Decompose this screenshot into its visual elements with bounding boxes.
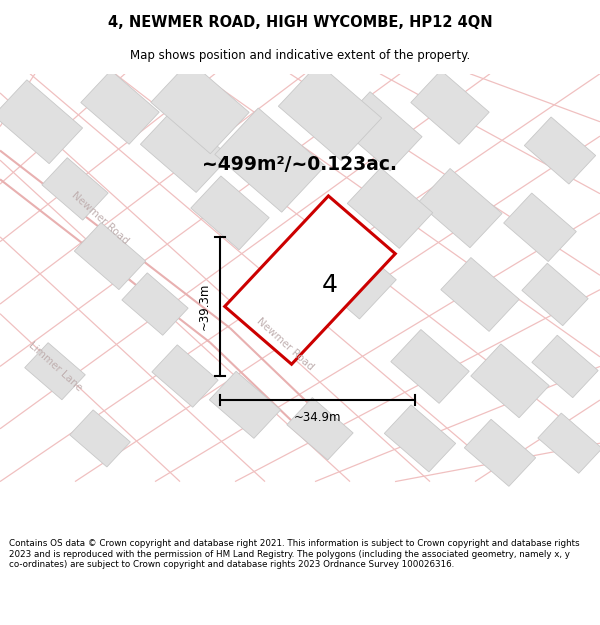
Polygon shape [411, 71, 489, 144]
Polygon shape [522, 263, 588, 326]
Polygon shape [471, 344, 549, 418]
Polygon shape [304, 232, 396, 319]
Polygon shape [287, 398, 353, 460]
Polygon shape [391, 329, 469, 403]
Polygon shape [464, 419, 536, 486]
Text: ~499m²/~0.123ac.: ~499m²/~0.123ac. [203, 156, 398, 174]
Polygon shape [441, 258, 519, 331]
Polygon shape [0, 80, 83, 164]
Polygon shape [418, 169, 502, 248]
Text: Contains OS data © Crown copyright and database right 2021. This information is : Contains OS data © Crown copyright and d… [9, 539, 580, 569]
Polygon shape [122, 273, 188, 335]
Text: ~34.9m: ~34.9m [294, 411, 341, 424]
Polygon shape [503, 193, 577, 261]
Polygon shape [278, 64, 382, 161]
Text: Limmer Lane: Limmer Lane [26, 340, 83, 393]
Text: Map shows position and indicative extent of the property.: Map shows position and indicative extent… [130, 49, 470, 62]
Polygon shape [70, 410, 130, 467]
Polygon shape [152, 345, 218, 408]
Polygon shape [215, 108, 325, 212]
Polygon shape [532, 335, 598, 398]
Polygon shape [524, 117, 596, 184]
Polygon shape [81, 71, 159, 144]
Polygon shape [225, 196, 395, 364]
Polygon shape [151, 61, 249, 154]
Text: Newmer Road: Newmer Road [70, 189, 130, 246]
Text: Newmer Road: Newmer Road [254, 316, 316, 372]
Polygon shape [140, 109, 230, 192]
Polygon shape [25, 342, 85, 400]
Polygon shape [74, 222, 146, 289]
Text: 4, NEWMER ROAD, HIGH WYCOMBE, HP12 4QN: 4, NEWMER ROAD, HIGH WYCOMBE, HP12 4QN [107, 14, 493, 29]
Polygon shape [42, 158, 108, 220]
Polygon shape [385, 405, 455, 472]
Text: 4: 4 [322, 273, 338, 297]
Polygon shape [538, 413, 600, 473]
Polygon shape [191, 176, 269, 250]
Polygon shape [347, 168, 433, 248]
Polygon shape [338, 92, 422, 171]
Text: ~39.3m: ~39.3m [197, 282, 211, 330]
Polygon shape [209, 371, 281, 438]
